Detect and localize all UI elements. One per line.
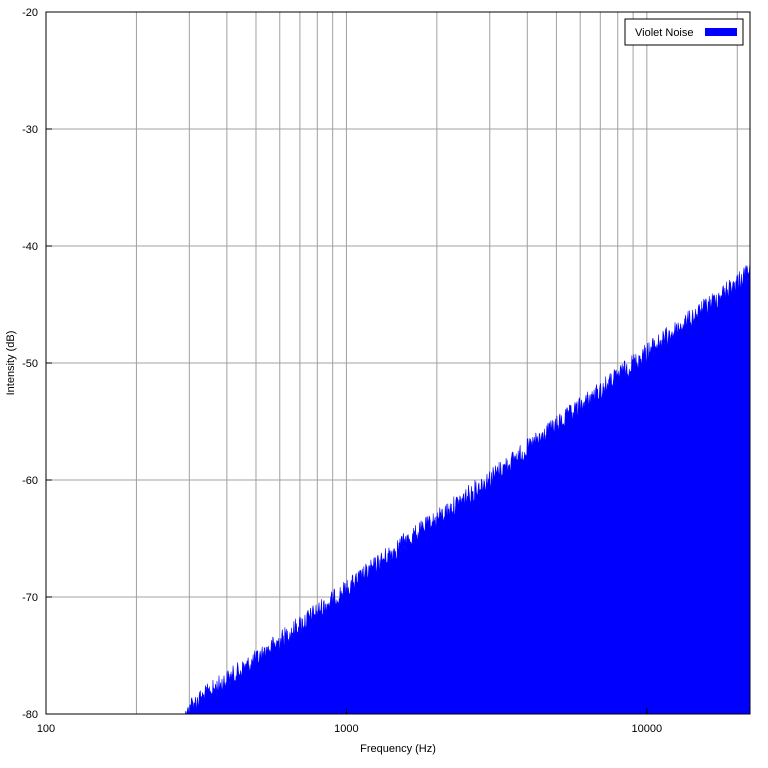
y-tick-label: -80 bbox=[22, 709, 38, 721]
y-tick-label: -40 bbox=[22, 241, 38, 253]
y-tick-label: -30 bbox=[22, 124, 38, 136]
x-axis-title: Frequency (Hz) bbox=[360, 743, 436, 755]
y-tick-label: -20 bbox=[22, 7, 38, 19]
x-tick-label: 100 bbox=[37, 723, 55, 735]
legend: Violet Noise bbox=[624, 18, 744, 46]
y-axis-title: Intensity (dB) bbox=[5, 331, 17, 396]
legend-swatch bbox=[705, 28, 737, 36]
legend-label: Violet Noise bbox=[635, 27, 694, 39]
x-tick-label: 10000 bbox=[632, 723, 663, 735]
x-tick-label: 1000 bbox=[334, 723, 358, 735]
x-tick-labels: 100 1000 10000 bbox=[37, 708, 662, 735]
y-tick-labels: -80 -70 -60 -50 -40 -30 -20 bbox=[22, 7, 52, 721]
y-tick-label: -60 bbox=[22, 475, 38, 487]
y-tick-label: -70 bbox=[22, 592, 38, 604]
y-tick-label: -50 bbox=[22, 358, 38, 370]
